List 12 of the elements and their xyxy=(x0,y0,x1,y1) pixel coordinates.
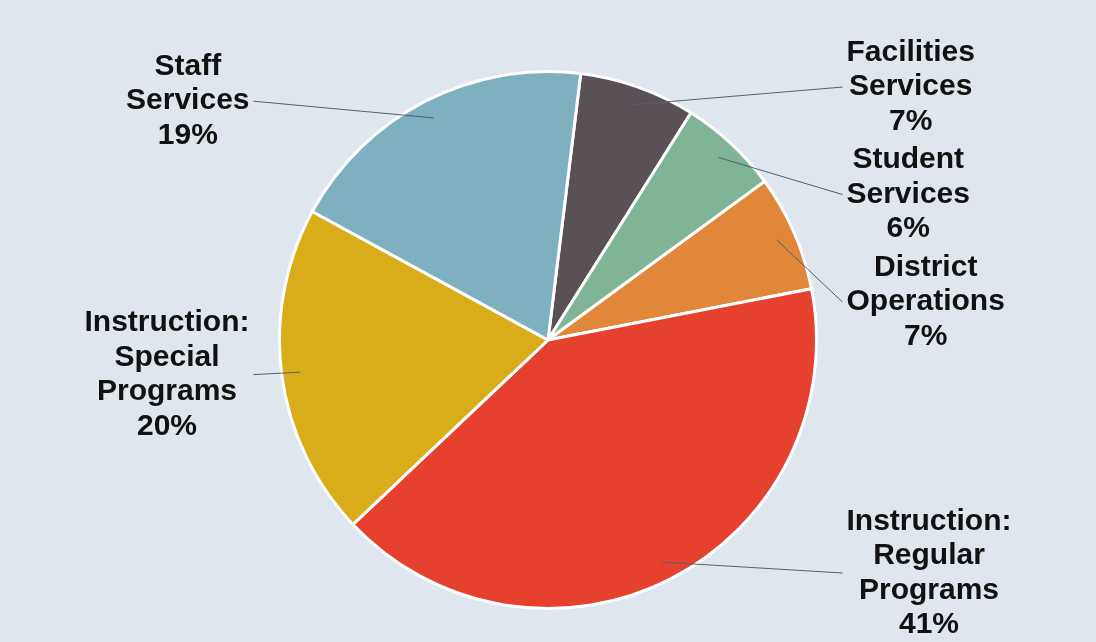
data-label: 19% xyxy=(157,116,218,150)
data-label: 6% xyxy=(886,210,930,244)
data-label: 41% xyxy=(898,606,960,640)
slice-label: Staff Services xyxy=(126,47,250,116)
slice-label: Instruction: Special Programs xyxy=(84,304,250,407)
slice-label: Facilities Services xyxy=(846,33,975,102)
data-label: 20% xyxy=(136,407,198,441)
slice-label: Instruction: Regular Programs xyxy=(846,502,1012,605)
slice-label: Student Services xyxy=(846,141,970,209)
data-label: 7% xyxy=(889,102,933,136)
data-label: 7% xyxy=(904,317,948,351)
slice-label: District Operations xyxy=(846,248,1005,317)
